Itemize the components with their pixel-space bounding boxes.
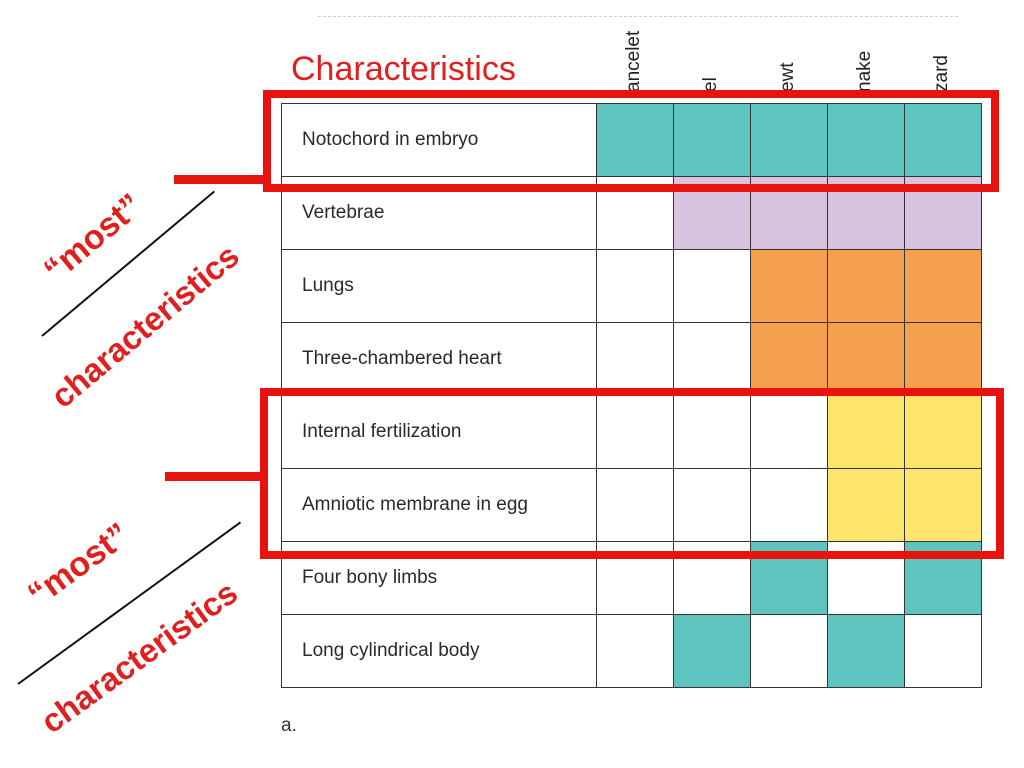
row-label: Lungs: [281, 249, 597, 323]
table-row: Three-chambered heart: [281, 322, 982, 396]
column-label: nake: [854, 50, 875, 92]
trait-cell: [750, 468, 828, 542]
row-label: Notochord in embryo: [281, 103, 597, 177]
lower-connector-line: [165, 472, 265, 481]
trait-cell: [904, 614, 982, 688]
trait-cell: [827, 395, 905, 469]
trait-cell: [750, 614, 828, 688]
trait-cell: [904, 249, 982, 323]
table-row: Amniotic membrane in egg: [281, 468, 982, 542]
trait-cell: [827, 322, 905, 396]
trait-cell: [596, 395, 674, 469]
column-label: ancelet: [623, 30, 644, 92]
upper-connector-line: [174, 175, 268, 184]
table-row: Notochord in embryo: [281, 103, 982, 177]
upper-most-label: “most”: [36, 186, 150, 290]
trait-cell: [596, 249, 674, 323]
trait-cell: [904, 395, 982, 469]
column-headers: ancelet el ewt nake zard: [598, 0, 982, 102]
trait-cell: [904, 468, 982, 542]
trait-cell: [904, 322, 982, 396]
trait-cell: [827, 468, 905, 542]
trait-cell: [750, 249, 828, 323]
figure-caption: a.: [281, 715, 297, 736]
trait-cell: [596, 614, 674, 688]
column-header-5: zard: [906, 0, 982, 92]
table-row: Lungs: [281, 249, 982, 323]
row-label: Amniotic membrane in egg: [281, 468, 597, 542]
column-header-1: ancelet: [598, 0, 676, 92]
table-row: Long cylindrical body: [281, 614, 982, 688]
trait-cell: [673, 468, 751, 542]
row-label: Three-chambered heart: [281, 322, 597, 396]
trait-cell: [596, 322, 674, 396]
trait-cell: [827, 614, 905, 688]
trait-cell: [673, 614, 751, 688]
column-label: ewt: [777, 62, 798, 92]
bottom-highlight-box: [260, 388, 1004, 559]
trait-cell: [596, 468, 674, 542]
top-highlight-box: [263, 90, 999, 192]
column-header-2: el: [675, 0, 753, 92]
row-label: Long cylindrical body: [281, 614, 597, 688]
table-title: Characteristics: [291, 50, 516, 88]
column-header-4: nake: [829, 0, 907, 92]
table-row: Internal fertilization: [281, 395, 982, 469]
characteristics-table: Notochord in embryo Vertebrae Lungs Three-c…: [281, 103, 982, 688]
trait-cell: [827, 103, 905, 177]
trait-cell: [904, 103, 982, 177]
trait-cell: [750, 395, 828, 469]
trait-cell: [673, 249, 751, 323]
lower-characteristics-label: characteristics: [33, 573, 245, 741]
trait-cell: [750, 322, 828, 396]
trait-cell: [673, 322, 751, 396]
column-label: zard: [931, 55, 952, 92]
top-rule: [318, 16, 958, 17]
trait-cell: [673, 395, 751, 469]
row-label: Internal fertilization: [281, 395, 597, 469]
trait-cell: [827, 249, 905, 323]
lower-most-label: “most”: [20, 515, 137, 615]
column-header-3: ewt: [752, 0, 830, 92]
